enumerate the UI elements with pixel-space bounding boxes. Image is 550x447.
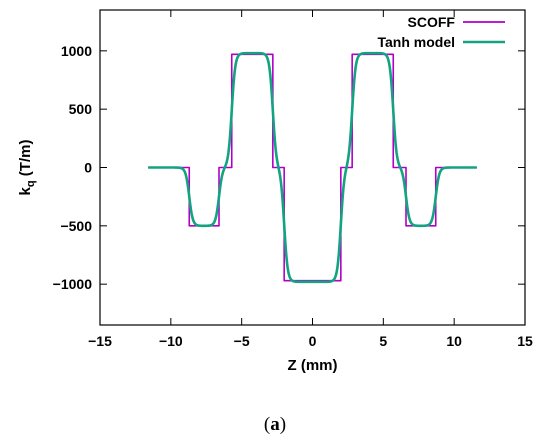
y-axis-label-subscript: q: [25, 180, 37, 187]
chart: −15 −10 −5 0 5 10 15 −1000 −500 0 500 1000 Z (mm) k…: [17, 9, 533, 374]
series-layer: [147, 51, 478, 284]
series-line-2: [147, 51, 478, 284]
y-tick-label: 500: [69, 101, 93, 117]
axis-ticks: −15 −10 −5 0 5 10 15 −1000 −500 0 500 1000: [53, 10, 533, 349]
caption-open: (: [263, 414, 271, 435]
x-tick-label: 5: [379, 333, 387, 349]
caption-close: ): [279, 414, 287, 435]
legend-label: Tanh model: [377, 34, 455, 50]
y-axis-label-main: k: [17, 186, 34, 195]
x-tick-label: 10: [446, 333, 462, 349]
legend: SCOFF Tanh model: [377, 14, 505, 50]
y-axis-label: kq (T/m): [17, 140, 37, 196]
x-tick-label: −15: [88, 333, 112, 349]
x-tick-label: 0: [309, 333, 317, 349]
caption-label: a: [270, 414, 280, 435]
x-axis-label: Z (mm): [288, 357, 338, 374]
figure-caption: (a): [0, 414, 550, 436]
x-tick-label: −10: [159, 333, 183, 349]
y-axis-label-unit: (T/m): [17, 140, 34, 181]
x-tick-label: 15: [517, 333, 533, 349]
legend-label: SCOFF: [408, 14, 456, 30]
series-line-1: [148, 53, 477, 282]
y-tick-label: 0: [84, 160, 92, 176]
y-tick-label: 1000: [61, 43, 92, 59]
y-tick-label: −1000: [53, 276, 93, 292]
y-tick-label: −500: [60, 218, 92, 234]
x-tick-label: −5: [234, 333, 250, 349]
